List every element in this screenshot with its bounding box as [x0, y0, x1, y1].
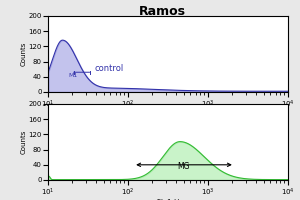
X-axis label: FL 1-H: FL 1-H	[157, 199, 179, 200]
Y-axis label: Counts: Counts	[21, 42, 27, 66]
X-axis label: FL 1-H: FL 1-H	[157, 111, 179, 117]
Y-axis label: Counts: Counts	[21, 130, 27, 154]
Text: control: control	[94, 64, 124, 73]
Text: M1: M1	[68, 73, 77, 78]
Text: MG: MG	[178, 162, 190, 171]
Text: Ramos: Ramos	[139, 5, 185, 18]
